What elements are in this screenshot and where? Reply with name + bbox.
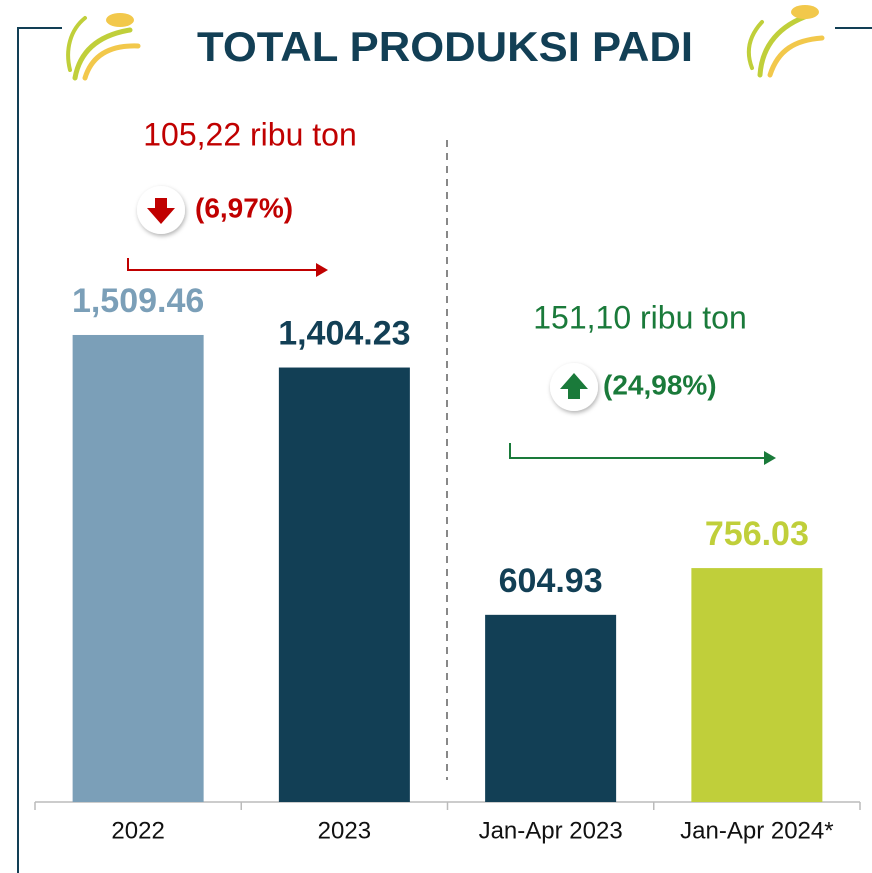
value-label: 604.93 — [499, 562, 603, 600]
up-arrow — [560, 373, 588, 399]
x-tick-label: 2023 — [318, 817, 371, 844]
value-label: 1,509.46 — [72, 282, 204, 320]
trend-arrowhead — [764, 451, 776, 465]
bar — [278, 367, 410, 802]
annotation-change: (6,97%) — [195, 192, 293, 223]
bar — [691, 568, 823, 802]
annotation-text: 151,10 ribu ton — [533, 299, 747, 335]
trend-arrowhead — [316, 263, 328, 277]
trend-arrow — [127, 258, 318, 271]
rice-icon — [66, 13, 141, 81]
annotation-change: (24,98%) — [603, 369, 717, 400]
x-tick-label: Jan-Apr 2024* — [680, 817, 833, 844]
chart-title: TOTAL PRODUKSI PADI — [197, 23, 693, 70]
down-arrow — [147, 198, 175, 224]
value-label: 756.03 — [705, 515, 809, 553]
bar — [72, 334, 204, 802]
value-label: 1,404.23 — [278, 315, 410, 353]
x-tick-label: Jan-Apr 2023 — [479, 817, 623, 844]
rice-icon — [746, 5, 825, 78]
bar — [485, 614, 617, 802]
trend-arrow — [509, 443, 766, 459]
frame — [17, 27, 872, 873]
x-tick-label: 2022 — [111, 817, 164, 844]
annotation-text: 105,22 ribu ton — [143, 116, 357, 152]
